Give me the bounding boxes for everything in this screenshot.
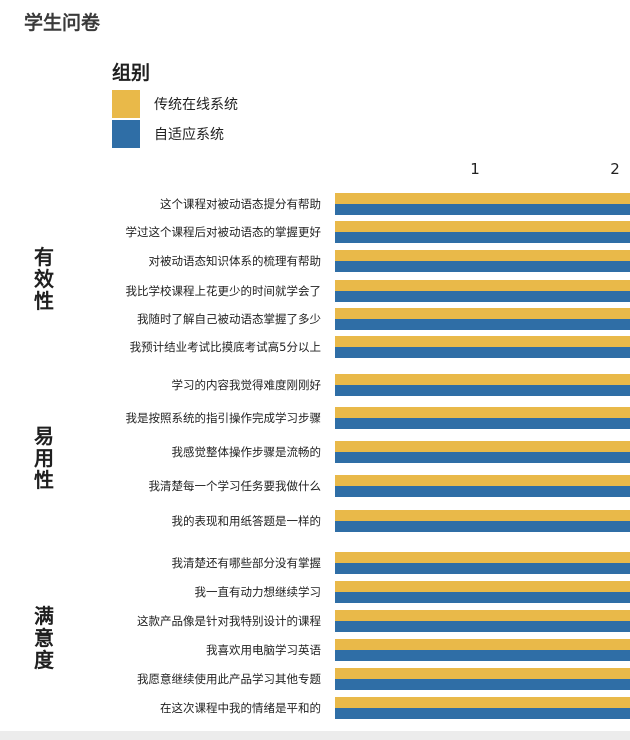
category-label: 这个课程对被动语态提分有帮助	[160, 197, 321, 211]
bar-adaptive	[335, 452, 630, 463]
category-label: 我一直有动力想继续学习	[195, 585, 322, 599]
category-label: 我预计结业考试比摸底考试高5分以上	[130, 340, 321, 354]
category-label: 对被动语态知识体系的梳理有帮助	[149, 254, 322, 268]
category-label: 我比学校课程上花更少的时间就学会了	[126, 284, 322, 298]
bar-adaptive	[335, 347, 630, 358]
bar-traditional	[335, 475, 630, 486]
legend-swatch-adaptive	[112, 120, 140, 148]
bar-traditional	[335, 374, 630, 385]
bar-traditional	[335, 581, 630, 592]
bar-traditional	[335, 668, 630, 679]
bar-adaptive	[335, 521, 630, 532]
bar-traditional	[335, 697, 630, 708]
category-label: 我愿意继续使用此产品学习其他专题	[137, 672, 321, 686]
category-label: 学过这个课程后对被动语态的掌握更好	[126, 225, 322, 239]
category-label: 我感觉整体操作步骤是流畅的	[172, 445, 322, 459]
category-label: 在这次课程中我的情绪是平和的	[160, 701, 321, 715]
bar-traditional	[335, 610, 630, 621]
bar-adaptive	[335, 679, 630, 690]
bar-adaptive	[335, 291, 630, 302]
bar-traditional	[335, 308, 630, 319]
category-label: 我清楚每一个学习任务要我做什么	[149, 479, 322, 493]
bar-adaptive	[335, 385, 630, 396]
group-label-char: 性	[34, 289, 54, 313]
group-label-char: 性	[34, 468, 54, 492]
group-label-char: 用	[34, 446, 54, 470]
category-label: 我喜欢用电脑学习英语	[206, 643, 321, 657]
legend-label-adaptive: 自适应系统	[154, 127, 224, 143]
legend-label-traditional: 传统在线系统	[154, 97, 238, 113]
bar-traditional	[335, 639, 630, 650]
group-label-char: 度	[34, 648, 55, 672]
category-label: 我清楚还有哪些部分没有掌握	[172, 556, 322, 570]
bar-adaptive	[335, 232, 630, 243]
bar-adaptive	[335, 319, 630, 330]
legend-title: 组别	[112, 62, 151, 84]
group-label-char: 意	[34, 626, 54, 650]
bar-traditional	[335, 407, 630, 418]
footer-strip	[0, 731, 630, 740]
legend-swatch-traditional	[112, 90, 140, 118]
legend-item-traditional: 传统在线系统	[112, 90, 238, 118]
bar-traditional	[335, 552, 630, 563]
category-label: 学习的内容我觉得难度刚刚好	[172, 378, 322, 392]
bar-traditional	[335, 221, 630, 232]
category-label: 我是按照系统的指引操作完成学习步骤	[126, 411, 322, 425]
x-tick-label: 1	[470, 160, 480, 178]
category-label: 我随时了解自己被动语态掌握了多少	[137, 312, 321, 326]
bar-traditional	[335, 280, 630, 291]
bar-traditional	[335, 510, 630, 521]
bar-traditional	[335, 250, 630, 261]
bar-adaptive	[335, 650, 630, 661]
bar-traditional	[335, 193, 630, 204]
group-label-char: 效	[34, 267, 54, 291]
x-tick-label: 2	[610, 160, 620, 178]
bar-adaptive	[335, 708, 630, 719]
bar-adaptive	[335, 563, 630, 574]
bar-traditional	[335, 336, 630, 347]
legend-item-adaptive: 自适应系统	[112, 120, 224, 148]
bar-adaptive	[335, 592, 630, 603]
bar-adaptive	[335, 486, 630, 497]
bar-adaptive	[335, 204, 630, 215]
page-title: 学生问卷	[24, 12, 101, 34]
bar-adaptive	[335, 418, 630, 429]
category-label: 我的表现和用纸答题是一样的	[172, 514, 322, 528]
group-label-char: 有	[34, 245, 54, 269]
bar-traditional	[335, 441, 630, 452]
group-label-char: 易	[34, 424, 54, 448]
category-label: 这款产品像是针对我特别设计的课程	[137, 614, 321, 628]
group-label-char: 满	[34, 604, 54, 628]
bar-adaptive	[335, 621, 630, 632]
bar-adaptive	[335, 261, 630, 272]
